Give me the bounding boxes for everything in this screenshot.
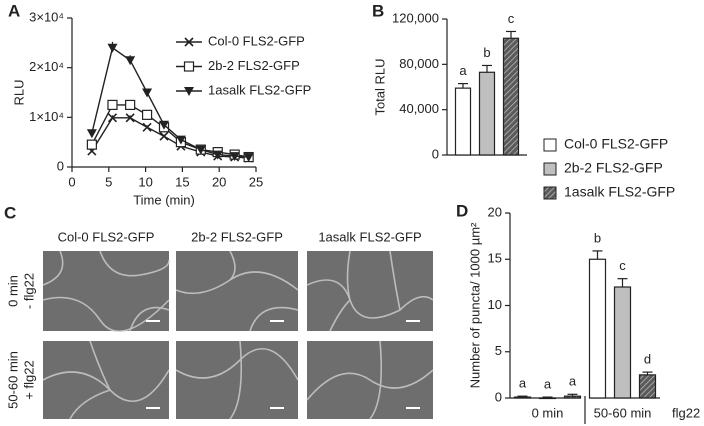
panel-label: A — [8, 1, 20, 20]
marker — [107, 99, 118, 111]
column-label: 2b-2 FLS2-GFP — [191, 229, 283, 244]
x-tick-label: 0 min — [532, 405, 564, 420]
legend-swatch — [543, 162, 557, 176]
marker — [125, 99, 136, 111]
significance-letter: a — [459, 63, 467, 78]
column-label: 1asalk FLS2-GFP — [318, 229, 421, 244]
x-tick-label: 0 — [68, 174, 75, 189]
legend-swatch — [543, 138, 557, 152]
marker — [175, 135, 186, 145]
bar — [588, 258, 607, 399]
x-axis-label: Time (min) — [133, 192, 195, 207]
y-tick-label: 120,000 — [392, 10, 439, 25]
marker — [125, 113, 135, 123]
column-label: Col-0 FLS2-GFP — [58, 229, 155, 244]
marker — [229, 152, 240, 162]
micrograph — [307, 251, 433, 331]
legend-label: 2b-2 FLS2-GFP — [564, 160, 663, 176]
bar — [613, 286, 632, 399]
marker — [107, 43, 118, 53]
marker — [195, 145, 206, 155]
x-tick-label: 50-60 min — [594, 405, 652, 420]
significance-letter: b — [483, 45, 490, 60]
significance-letter: a — [569, 374, 577, 389]
x-tick-label: 25 — [249, 174, 263, 189]
bar — [538, 397, 557, 400]
significance-letter: c — [508, 11, 515, 26]
legend-label: 1asalk FLS2-GFP — [208, 82, 311, 97]
bar — [638, 374, 657, 399]
y-tick-label: 10 — [488, 297, 502, 312]
row-label: + flg22 — [21, 360, 36, 399]
marker — [159, 131, 169, 141]
y-axis-label: Number of puncta/ 1000 µm² — [467, 222, 482, 388]
y-tick-label: 40,000 — [399, 101, 439, 116]
series-line — [91, 46, 249, 158]
legend-label: Col-0 FLS2-GFP — [208, 33, 305, 48]
series-line — [91, 104, 249, 158]
y-tick-label: 2×10⁴ — [29, 59, 64, 74]
legend-swatch — [543, 186, 557, 200]
y-axis-label: Total RLU — [372, 58, 387, 115]
y-tick-label: 3×10⁴ — [29, 9, 64, 24]
series-line — [91, 117, 249, 159]
panel-label: C — [4, 203, 16, 222]
significance-letter: a — [544, 377, 552, 392]
marker — [212, 150, 223, 160]
y-tick-label: 80,000 — [399, 56, 439, 71]
y-tick-label: 5 — [495, 343, 502, 358]
marker — [125, 56, 136, 66]
row-label: - flg22 — [21, 273, 36, 309]
y-tick-label: 1×10⁴ — [29, 109, 64, 124]
y-tick-label: 0 — [57, 158, 64, 173]
row-label: 0 min — [5, 275, 20, 307]
y-tick-label: 0 — [495, 389, 502, 404]
significance-letter: c — [619, 258, 626, 273]
x-axis-label: flg22 — [672, 405, 700, 420]
marker — [107, 113, 118, 123]
bar — [563, 395, 582, 399]
legend-label: 1asalk FLS2-GFP — [564, 184, 675, 200]
panel-label: D — [456, 201, 468, 220]
marker — [86, 139, 97, 150]
x-tick-label: 15 — [175, 174, 189, 189]
bar — [513, 396, 532, 399]
marker — [141, 109, 153, 120]
marker — [184, 87, 194, 96]
x-tick-label: 5 — [105, 174, 112, 189]
y-tick-label: 20 — [488, 204, 502, 219]
significance-letter: d — [644, 352, 651, 367]
micrographs — [42, 250, 434, 420]
marker — [183, 61, 195, 72]
marker — [243, 153, 254, 163]
significance-letter: b — [594, 230, 601, 245]
significance-letter: a — [519, 376, 527, 391]
bar — [478, 71, 496, 156]
y-tick-label: 15 — [488, 251, 502, 266]
marker — [184, 37, 194, 47]
bar — [502, 37, 520, 156]
x-tick-label: 10 — [138, 174, 152, 189]
marker — [142, 122, 152, 132]
y-axis-label: RLU — [11, 79, 26, 105]
marker — [142, 88, 153, 98]
marker — [159, 120, 169, 130]
legend-label: Col-0 FLS2-GFP — [564, 136, 668, 152]
x-tick-label: 20 — [212, 174, 226, 189]
micrograph — [176, 251, 298, 331]
panel-label: B — [372, 1, 384, 20]
bar — [454, 87, 472, 156]
marker — [86, 129, 97, 139]
y-tick-label: 0 — [432, 146, 439, 161]
legend-label: 2b-2 FLS2-GFP — [208, 58, 300, 73]
row-label: 50-60 min — [5, 351, 20, 409]
